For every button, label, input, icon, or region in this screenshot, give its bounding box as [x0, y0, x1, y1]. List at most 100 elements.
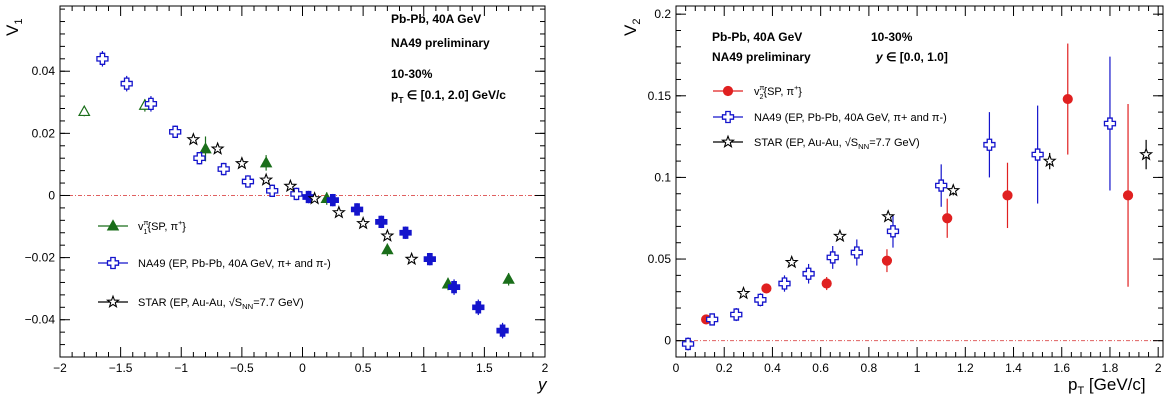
- superscript: π: [760, 84, 765, 92]
- open-star-marker: [105, 294, 121, 308]
- open-star-marker: [784, 254, 799, 269]
- text-part: v: [138, 221, 144, 233]
- text-part: =7.7 GeV): [869, 137, 919, 149]
- open-cross-marker: [706, 313, 719, 326]
- radicand-subscript: NN: [858, 142, 869, 151]
- open-cross-marker: [681, 337, 695, 351]
- x-tick-label: 0.6: [812, 361, 829, 375]
- open-cross-marker: [778, 277, 791, 290]
- y-tick-label: 0.02: [32, 126, 56, 140]
- data-series-open-cross: [681, 56, 1117, 351]
- x-axis-label-subscript: T: [1077, 385, 1084, 397]
- data-series-triangle: [78, 98, 515, 291]
- x-tick-label: 0.8: [861, 361, 878, 375]
- y-tick-label: −0.04: [25, 313, 56, 327]
- x-tick-label: 0: [299, 361, 306, 375]
- open-star-marker: [331, 205, 346, 219]
- open-star-marker: [307, 191, 322, 205]
- radicand-subscript: NN: [242, 302, 253, 311]
- open-cross-marker: [730, 308, 743, 321]
- filled-triangle-marker: [259, 156, 273, 168]
- superscript: +: [178, 219, 182, 227]
- filled-cross-marker: [399, 226, 412, 239]
- x-tick-label: 1.8: [1102, 361, 1119, 375]
- legend-entry-label: STAR (EP, Au-Au, √SNN=7.7 GeV): [754, 137, 920, 151]
- legend: vπ 2{SP, π+} NA49 (EP, Pb-Pb, 40A GeV, π+ …: [713, 84, 947, 151]
- open-star-marker: [356, 216, 371, 230]
- x-tick-label: 1.4: [1005, 361, 1022, 375]
- data-series-filled-cross: [302, 190, 509, 339]
- y-tick-label: 0.05: [648, 252, 672, 266]
- filled-circle-marker: [1002, 190, 1013, 201]
- annotation-text: Pb-Pb, 40A GeV: [391, 12, 481, 26]
- x-tick-label: −1: [174, 361, 188, 375]
- open-star-marker: [832, 228, 847, 243]
- x-tick-label: 0.2: [716, 361, 733, 375]
- filled-cross-marker: [472, 301, 485, 314]
- y-tick-label: 0.15: [648, 89, 672, 103]
- open-star-marker: [1042, 153, 1057, 168]
- text-part: {SP, π: [147, 221, 178, 233]
- filled-cross-marker: [375, 215, 388, 229]
- filled-circle-marker: [722, 85, 734, 97]
- text-part: {SP, π: [763, 86, 794, 98]
- y-tick-label: 0: [48, 188, 55, 202]
- annotation-text: pT ∈ [0.1, 2.0] GeV/c: [391, 88, 506, 105]
- annotation-text: 10-30%: [391, 67, 433, 81]
- chart-panel-1: −2 −1.5 −1 −0.5 0 0.5 1 1.5 2 −0.04 −0.02 0 0.02 0.04…: [3, 5, 549, 394]
- text-part: NA49 preliminary: [712, 50, 811, 64]
- annotation-text: NA49 preliminary: [712, 50, 811, 64]
- open-cross-marker: [241, 175, 255, 188]
- open-cross-marker: [1103, 117, 1117, 130]
- open-cross-marker: [290, 187, 303, 201]
- open-star-marker: [210, 141, 225, 155]
- y-axis-label-subscript: 1: [13, 19, 25, 25]
- x-tick-label: 1.5: [476, 361, 493, 375]
- text-part: NA49 preliminary: [391, 36, 490, 50]
- filled-cross-marker: [447, 280, 461, 294]
- open-star-marker: [404, 251, 419, 266]
- text-part: Pb-Pb, 40A GeV: [712, 30, 802, 44]
- text-part: =7.7 GeV): [253, 297, 303, 309]
- filled-circle-marker: [1122, 190, 1134, 201]
- text-part: }: [182, 221, 186, 233]
- data-series-open-star: [736, 139, 1154, 300]
- open-star-marker: [380, 228, 395, 242]
- open-cross-marker: [106, 256, 120, 270]
- text-part: 10-30%: [391, 67, 433, 81]
- open-star-marker: [1139, 147, 1154, 161]
- text-part: NA49 (EP, Pb-Pb, 40A GeV, π+ and π-): [138, 258, 331, 270]
- filled-triangle-marker: [381, 243, 394, 255]
- x-tick-label: 2: [1155, 361, 1162, 375]
- text-part: y: [875, 50, 884, 64]
- radicand: S: [851, 137, 858, 149]
- y-tick-label: −0.02: [25, 251, 56, 265]
- annotation-text: y ∈ [0.0, 1.0]: [875, 50, 948, 64]
- open-cross-marker: [144, 97, 158, 110]
- superscript: π: [144, 219, 149, 227]
- text-part: V: [621, 24, 640, 36]
- filled-circle-marker: [881, 255, 893, 266]
- open-star-marker: [259, 172, 274, 186]
- filled-circle-marker: [821, 278, 832, 289]
- x-tick-label: 1.2: [957, 361, 974, 375]
- open-star-marker: [946, 183, 961, 197]
- filled-circle-marker: [942, 213, 953, 224]
- filled-circle-marker: [1062, 93, 1073, 105]
- open-cross-marker: [983, 138, 996, 151]
- open-cross-marker: [935, 179, 948, 192]
- text-part: v: [754, 86, 760, 98]
- text-part: NA49 (EP, Pb-Pb, 40A GeV, π+ and π-): [754, 112, 947, 124]
- y-tick-label: 0.1: [654, 170, 671, 184]
- subscript: 2: [759, 93, 763, 101]
- x-tick-label: 0.4: [764, 361, 781, 375]
- y-axis-label-subscript: 2: [631, 19, 643, 25]
- open-cross-marker: [850, 246, 863, 259]
- sqrt-sign: √: [845, 137, 852, 149]
- text-part: V: [3, 24, 22, 36]
- open-cross-marker: [826, 251, 839, 264]
- open-cross-marker: [266, 184, 279, 197]
- filled-triangle-marker: [106, 219, 120, 231]
- legend-entry-label: STAR (EP, Au-Au, √SNN=7.7 GeV): [138, 297, 304, 311]
- annotation-text: Pb-Pb, 40A GeV: [712, 30, 802, 44]
